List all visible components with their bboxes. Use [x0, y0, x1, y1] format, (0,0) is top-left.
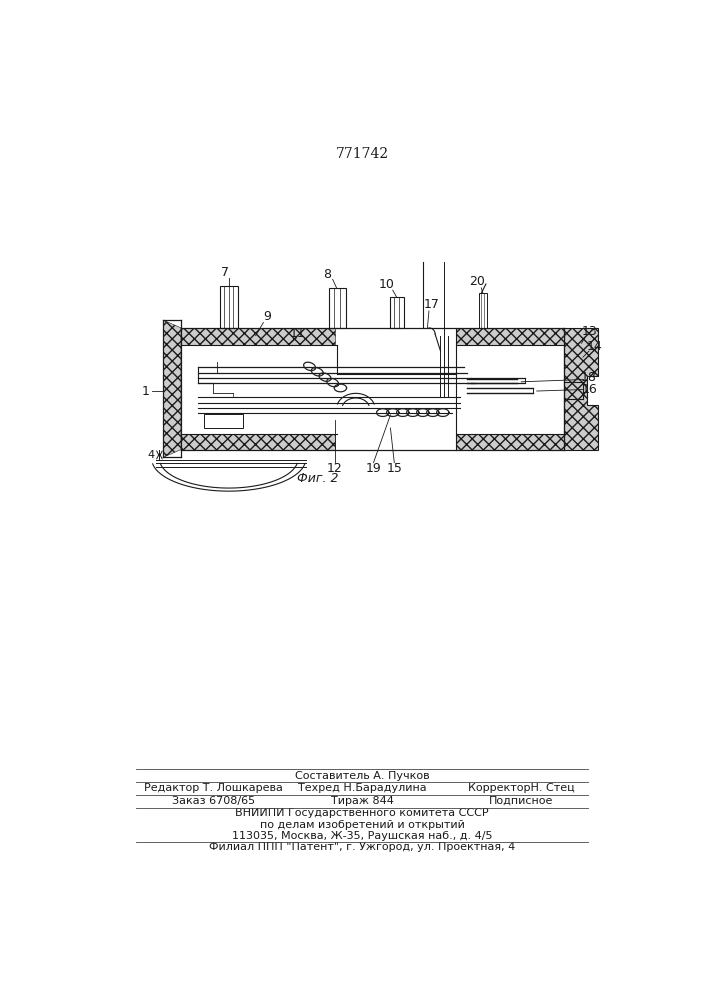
Bar [456, 328, 563, 345]
Text: Составитель А. Пучков: Составитель А. Пучков [295, 771, 429, 781]
Bar [219, 286, 238, 328]
Text: 1: 1 [141, 385, 149, 398]
Text: Фиг. 2: Фиг. 2 [296, 472, 338, 485]
Text: 771742: 771742 [335, 147, 389, 161]
Text: 20: 20 [469, 275, 486, 288]
Text: 7: 7 [221, 266, 229, 279]
Bar [456, 434, 563, 450]
Text: Редактор Т. Лошкарева: Редактор Т. Лошкарева [144, 783, 283, 793]
Text: 4: 4 [148, 450, 155, 460]
Text: 12: 12 [327, 462, 343, 475]
Text: Заказ 6708/65: Заказ 6708/65 [172, 796, 255, 806]
Text: КорректорН. Стец: КорректорН. Стец [468, 783, 575, 793]
Text: Филиал ППП "Патент", г. Ужгород, ул. Проектная, 4: Филиал ППП "Патент", г. Ужгород, ул. Про… [209, 842, 515, 852]
Text: 13: 13 [581, 325, 597, 338]
Text: 14: 14 [587, 340, 602, 353]
Text: 9: 9 [263, 310, 271, 323]
Text: 113035, Москва, Ж-35, Раушская наб., д. 4/5: 113035, Москва, Ж-35, Раушская наб., д. … [232, 831, 492, 841]
Polygon shape [163, 320, 181, 457]
Bar [479, 293, 487, 328]
Bar [181, 434, 335, 450]
Text: ВНИИПИ Государственного комитета СССР: ВНИИПИ Государственного комитета СССР [235, 808, 489, 818]
Text: 15: 15 [386, 462, 402, 475]
Text: по делам изобретений и открытий: по делам изобретений и открытий [259, 820, 464, 830]
Bar [460, 328, 563, 345]
Bar [329, 288, 346, 328]
Text: Техред Н.Барадулина: Техред Н.Барадулина [298, 783, 426, 793]
Bar [181, 328, 335, 345]
Bar [390, 297, 404, 328]
Text: 10: 10 [379, 278, 395, 291]
Text: 16: 16 [581, 383, 597, 396]
Text: Тираж 844: Тираж 844 [330, 796, 393, 806]
Text: 11: 11 [290, 327, 306, 340]
Polygon shape [563, 328, 598, 450]
Text: 17: 17 [423, 298, 439, 311]
Bar [204, 414, 243, 428]
Text: 19: 19 [366, 462, 381, 475]
Text: 8: 8 [323, 267, 332, 280]
Bar [460, 434, 563, 450]
Text: 18: 18 [581, 371, 597, 384]
Text: Подписное: Подписное [489, 796, 554, 806]
